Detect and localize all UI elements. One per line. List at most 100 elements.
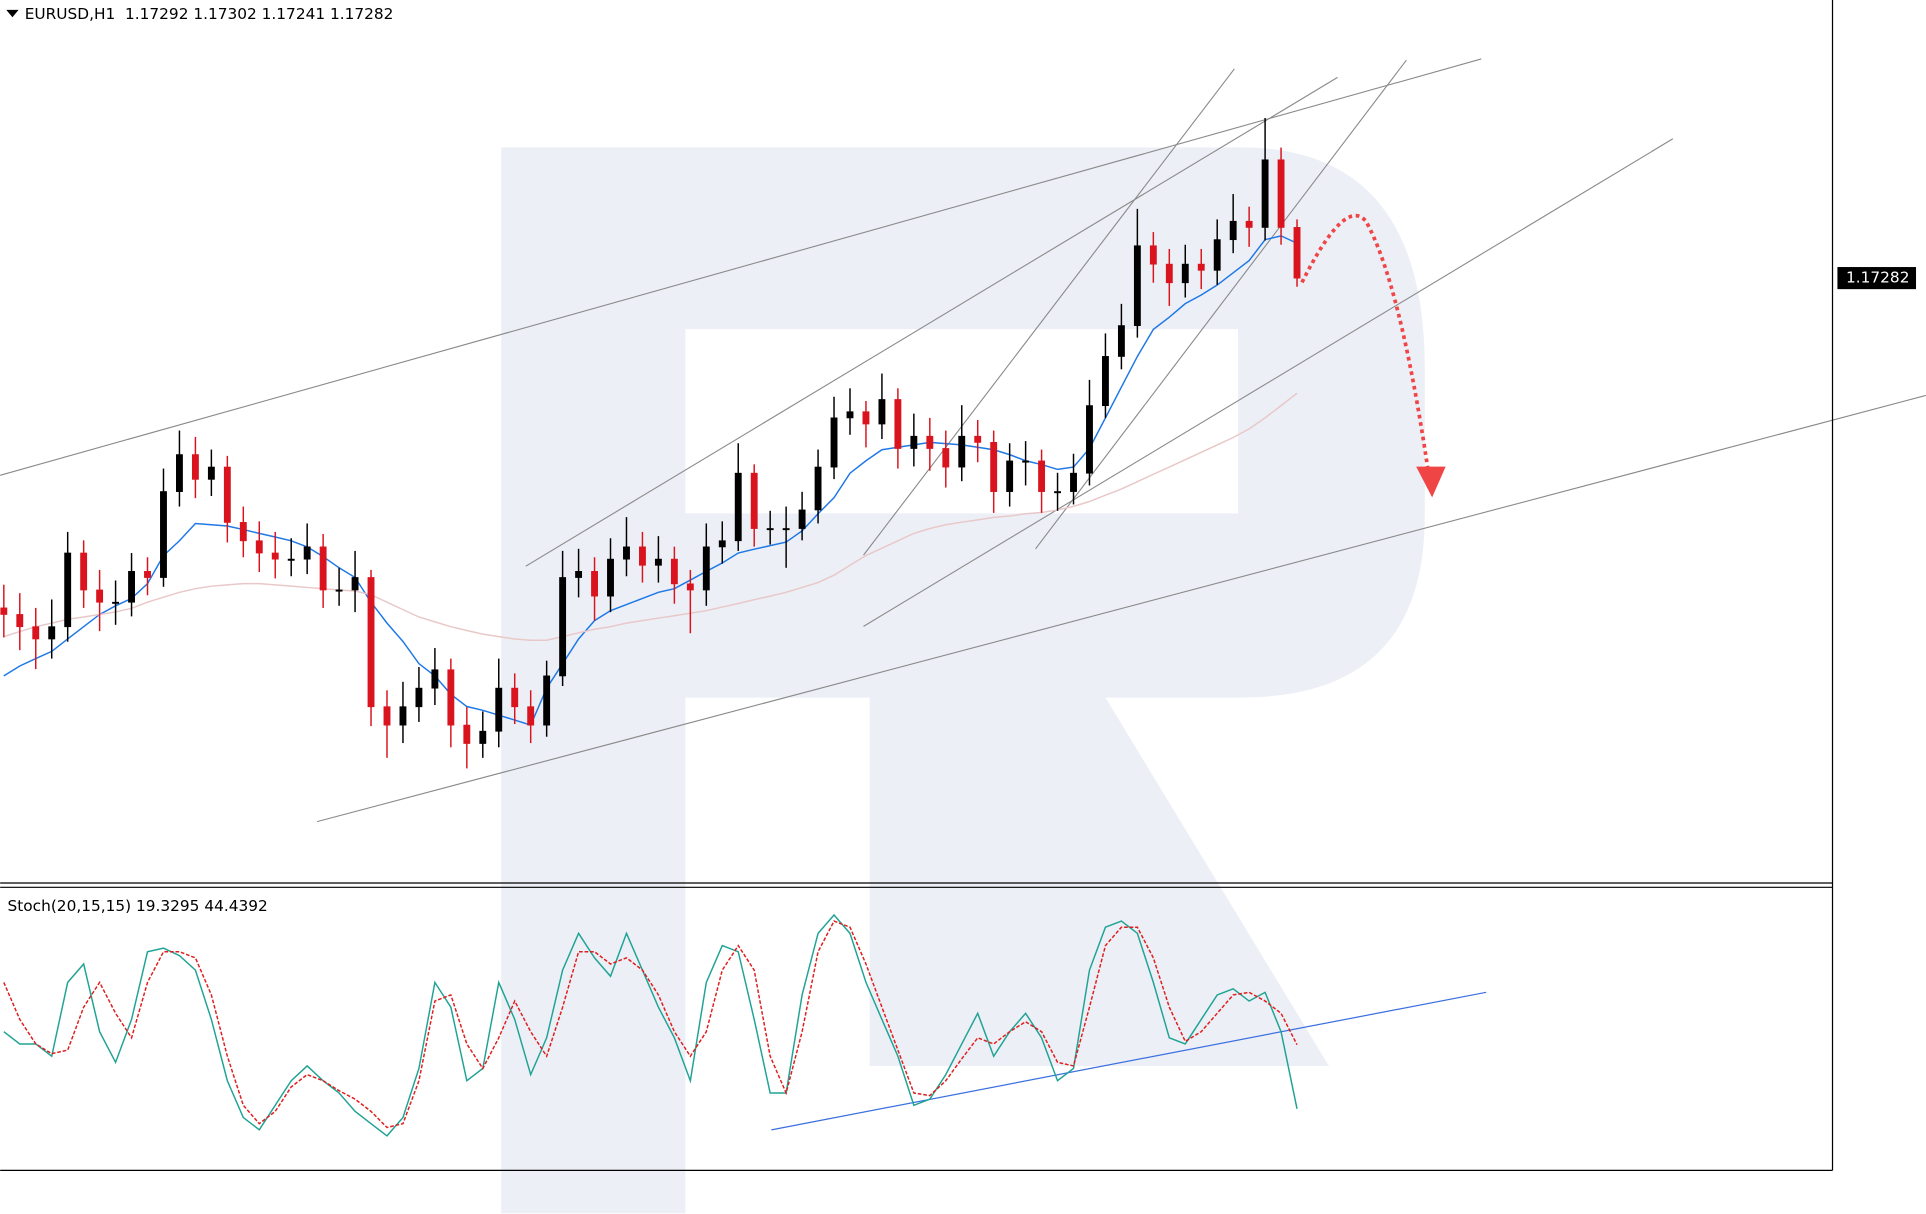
symbol-menu-arrow (6, 9, 19, 18)
candle-body (686, 583, 694, 591)
candle-body (128, 571, 135, 603)
candle-body (144, 571, 151, 578)
candle-body (1277, 159, 1285, 228)
candle-body (527, 706, 535, 726)
candle-body (702, 546, 710, 591)
candle-body (1229, 220, 1237, 241)
candle-body (1165, 263, 1173, 284)
candle-body (878, 399, 886, 425)
series-line (3, 913, 1298, 1137)
candle-body (1133, 245, 1141, 326)
candle-body (1117, 325, 1125, 357)
candle-body (990, 442, 998, 492)
candle-body (1213, 239, 1221, 271)
trend-line (863, 68, 1235, 556)
candle-body (639, 546, 646, 566)
candle-body (0, 607, 8, 615)
stoch-trend-line (771, 991, 1487, 1131)
trend-line (0, 58, 1482, 476)
candle-body (1070, 472, 1077, 492)
candle-body (16, 614, 24, 628)
candle-body (814, 466, 822, 511)
candle-body (207, 466, 215, 480)
candle-body (96, 589, 104, 603)
trend-line (316, 394, 1926, 823)
candle-body (607, 558, 614, 597)
candle-body (239, 522, 247, 542)
candle-body (511, 687, 519, 708)
trend-line (863, 138, 1674, 627)
candle-body (766, 528, 774, 531)
candle-body (495, 687, 503, 732)
candle-body (399, 706, 407, 726)
candle-body (1038, 460, 1046, 492)
trend-lines (0, 58, 1926, 1131)
candle-body (1054, 491, 1061, 494)
candle-body (623, 546, 630, 560)
candle-body (830, 417, 838, 468)
candle-body (559, 577, 567, 677)
candle-body (32, 626, 40, 640)
candle-body (782, 528, 790, 531)
candle-body (958, 435, 966, 468)
candle-body (383, 706, 391, 726)
candle-body (335, 589, 343, 592)
candle-body (176, 454, 183, 492)
candle-body (543, 675, 551, 726)
candle-body (718, 540, 726, 548)
candle-body (1086, 405, 1093, 474)
candle-body (255, 540, 263, 554)
series-line (3, 920, 1298, 1129)
trend-line (525, 76, 1338, 567)
candle-body (1006, 460, 1014, 492)
candle-body (463, 724, 471, 744)
trend-line (1035, 59, 1407, 550)
candle-body (431, 669, 439, 689)
candle-body (1245, 220, 1253, 228)
candle-body (415, 687, 423, 708)
candle-body (926, 435, 934, 449)
candle-body (654, 558, 662, 566)
candle-body (1022, 460, 1030, 463)
candle-body (1102, 356, 1109, 407)
series-line (3, 392, 1298, 641)
candle-body (575, 571, 583, 578)
candle-body (1293, 227, 1301, 279)
axis-layer: 1.17282 (1837, 267, 1917, 290)
candle-body (351, 577, 359, 591)
candle-body (942, 448, 950, 468)
candle-body (303, 546, 311, 560)
candle-body (319, 546, 327, 591)
candle-body (1197, 263, 1205, 271)
candle-body (191, 454, 199, 480)
watermark-logo (501, 147, 1425, 1214)
mark-layer (0, 118, 1301, 1137)
candle-body (48, 626, 56, 640)
candle-body (223, 466, 231, 523)
forecast-arrowhead (1416, 466, 1446, 498)
candle-body (591, 571, 598, 597)
candle-body (160, 491, 167, 578)
candle-body (1149, 245, 1157, 265)
candle-body (1181, 263, 1189, 284)
candle-body (447, 669, 455, 726)
candle-body (80, 552, 88, 591)
last-price-box (1837, 267, 1917, 290)
indicator-title: Stoch(20,15,15) 19.3295 44.4392 (8, 897, 268, 915)
candle-body (750, 472, 758, 529)
candle-body (734, 472, 742, 542)
candle-body (64, 552, 72, 628)
forecast-arrow (1300, 213, 1431, 474)
candle-body (894, 399, 902, 449)
candle-body (287, 558, 295, 561)
candle-body (112, 601, 120, 604)
candle-body (846, 411, 854, 419)
candle-body (1261, 159, 1269, 228)
candle-body (367, 577, 375, 708)
candle-body (974, 435, 982, 443)
candle-body (798, 509, 806, 529)
candle-body (862, 411, 870, 425)
candle-body (670, 558, 678, 585)
